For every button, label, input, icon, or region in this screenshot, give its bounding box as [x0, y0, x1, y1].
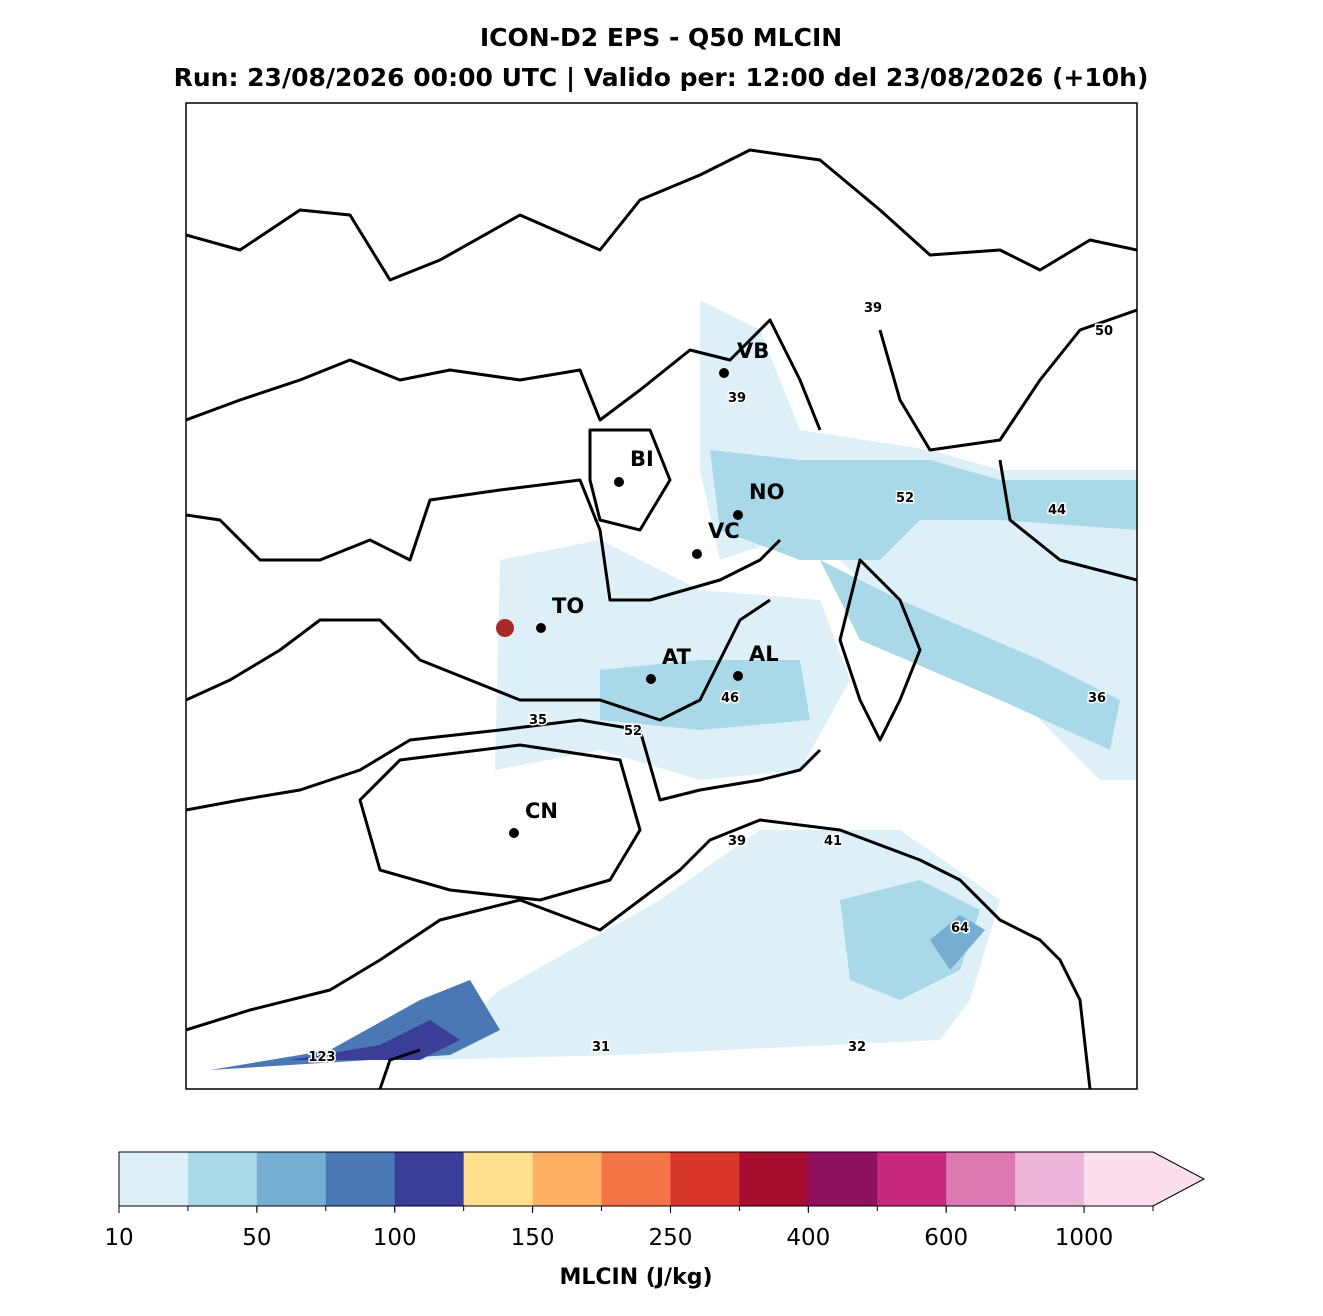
colorbar-swatch	[1084, 1152, 1154, 1206]
field	[420, 830, 1000, 1060]
colorbar-swatch	[325, 1152, 396, 1206]
contour-label: 39	[728, 834, 746, 849]
map	[185, 102, 1138, 1090]
contour-label: 36	[1088, 691, 1106, 706]
field	[600, 660, 810, 730]
colorbar-swatch	[670, 1152, 740, 1206]
city-label: AL	[749, 642, 779, 666]
colorbar-extend	[1152, 1151, 1206, 1207]
colorbar-outline	[118, 1151, 1153, 1207]
city-dot	[536, 623, 546, 633]
labels: VB BI NO VC TO AT AL CN 39 50 39 52 44 46 36 35 52 39 41 64…	[307, 300, 1115, 1067]
colorbar-tick-label: 100	[373, 1225, 417, 1251]
colorbar-swatch	[946, 1152, 1016, 1206]
contour-label: 44	[1048, 503, 1066, 518]
marker	[496, 619, 514, 637]
colorbar-swatch	[739, 1152, 809, 1206]
colorbar-swatch	[1015, 1152, 1085, 1206]
contour-label: 41	[824, 834, 842, 849]
colorbar-tick-label: 250	[649, 1225, 693, 1251]
field	[710, 450, 1137, 560]
subtitle: Run: 23/08/2026 00:00 UTC | Valido per: …	[174, 63, 1149, 92]
colorbar-tick-label: 50	[242, 1225, 271, 1251]
contour-label: 64	[951, 921, 969, 936]
city-label: AT	[662, 645, 692, 669]
colorbar-swatch	[119, 1152, 189, 1206]
colorbar-swatch	[808, 1152, 878, 1206]
colorbar-tick-label: 600	[924, 1225, 968, 1251]
colorbar-tick-label: 400	[786, 1225, 830, 1251]
city-label: VB	[737, 339, 769, 363]
city-dot	[733, 510, 743, 520]
city-label: BI	[630, 447, 654, 471]
colorbar-swatch	[256, 1152, 327, 1206]
colorbar-swatch	[532, 1152, 603, 1206]
colorbar-swatch	[877, 1152, 947, 1206]
colorbar-tick-label: 1000	[1055, 1225, 1114, 1251]
city-label: TO	[552, 594, 584, 618]
colorbar-tick-label: 10	[104, 1225, 133, 1251]
contour-label: 32	[848, 1040, 866, 1055]
city-dot	[692, 549, 702, 559]
colorbar-swatch	[463, 1152, 534, 1206]
city-dot	[646, 674, 656, 684]
map-frame	[185, 102, 1138, 1090]
contour-label: 35	[529, 713, 547, 728]
contour-label: 39	[728, 391, 746, 406]
city-label: CN	[525, 799, 558, 823]
contour-label: 46	[721, 691, 739, 706]
contour-label: 50	[1095, 324, 1113, 339]
colorbar-swatch	[394, 1152, 465, 1206]
city-label: NO	[749, 480, 784, 504]
colorbar-swatch	[601, 1152, 671, 1206]
city-dot	[733, 671, 743, 681]
city-dot	[719, 368, 729, 378]
contour-label: 31	[592, 1040, 610, 1055]
title: ICON-D2 EPS - Q50 MLCIN	[480, 23, 842, 52]
contour-label: 123	[308, 1050, 335, 1065]
contour-label: 39	[864, 301, 882, 316]
colorbar: 10 50 100 150 250 400 600 1000 MLCIN (J/kg)	[104, 1151, 1206, 1290]
city-dot	[614, 477, 624, 487]
field	[930, 915, 985, 970]
colorbar-label: MLCIN (J/kg)	[559, 1265, 712, 1290]
colorbar-swatch	[187, 1152, 258, 1206]
city-label: VC	[708, 519, 740, 543]
field	[840, 880, 980, 1000]
contour-label: 52	[624, 724, 642, 739]
city-dot	[509, 828, 519, 838]
field	[820, 560, 1120, 750]
colorbar-tick-label: 150	[511, 1225, 555, 1251]
contour-label: 52	[896, 491, 914, 506]
